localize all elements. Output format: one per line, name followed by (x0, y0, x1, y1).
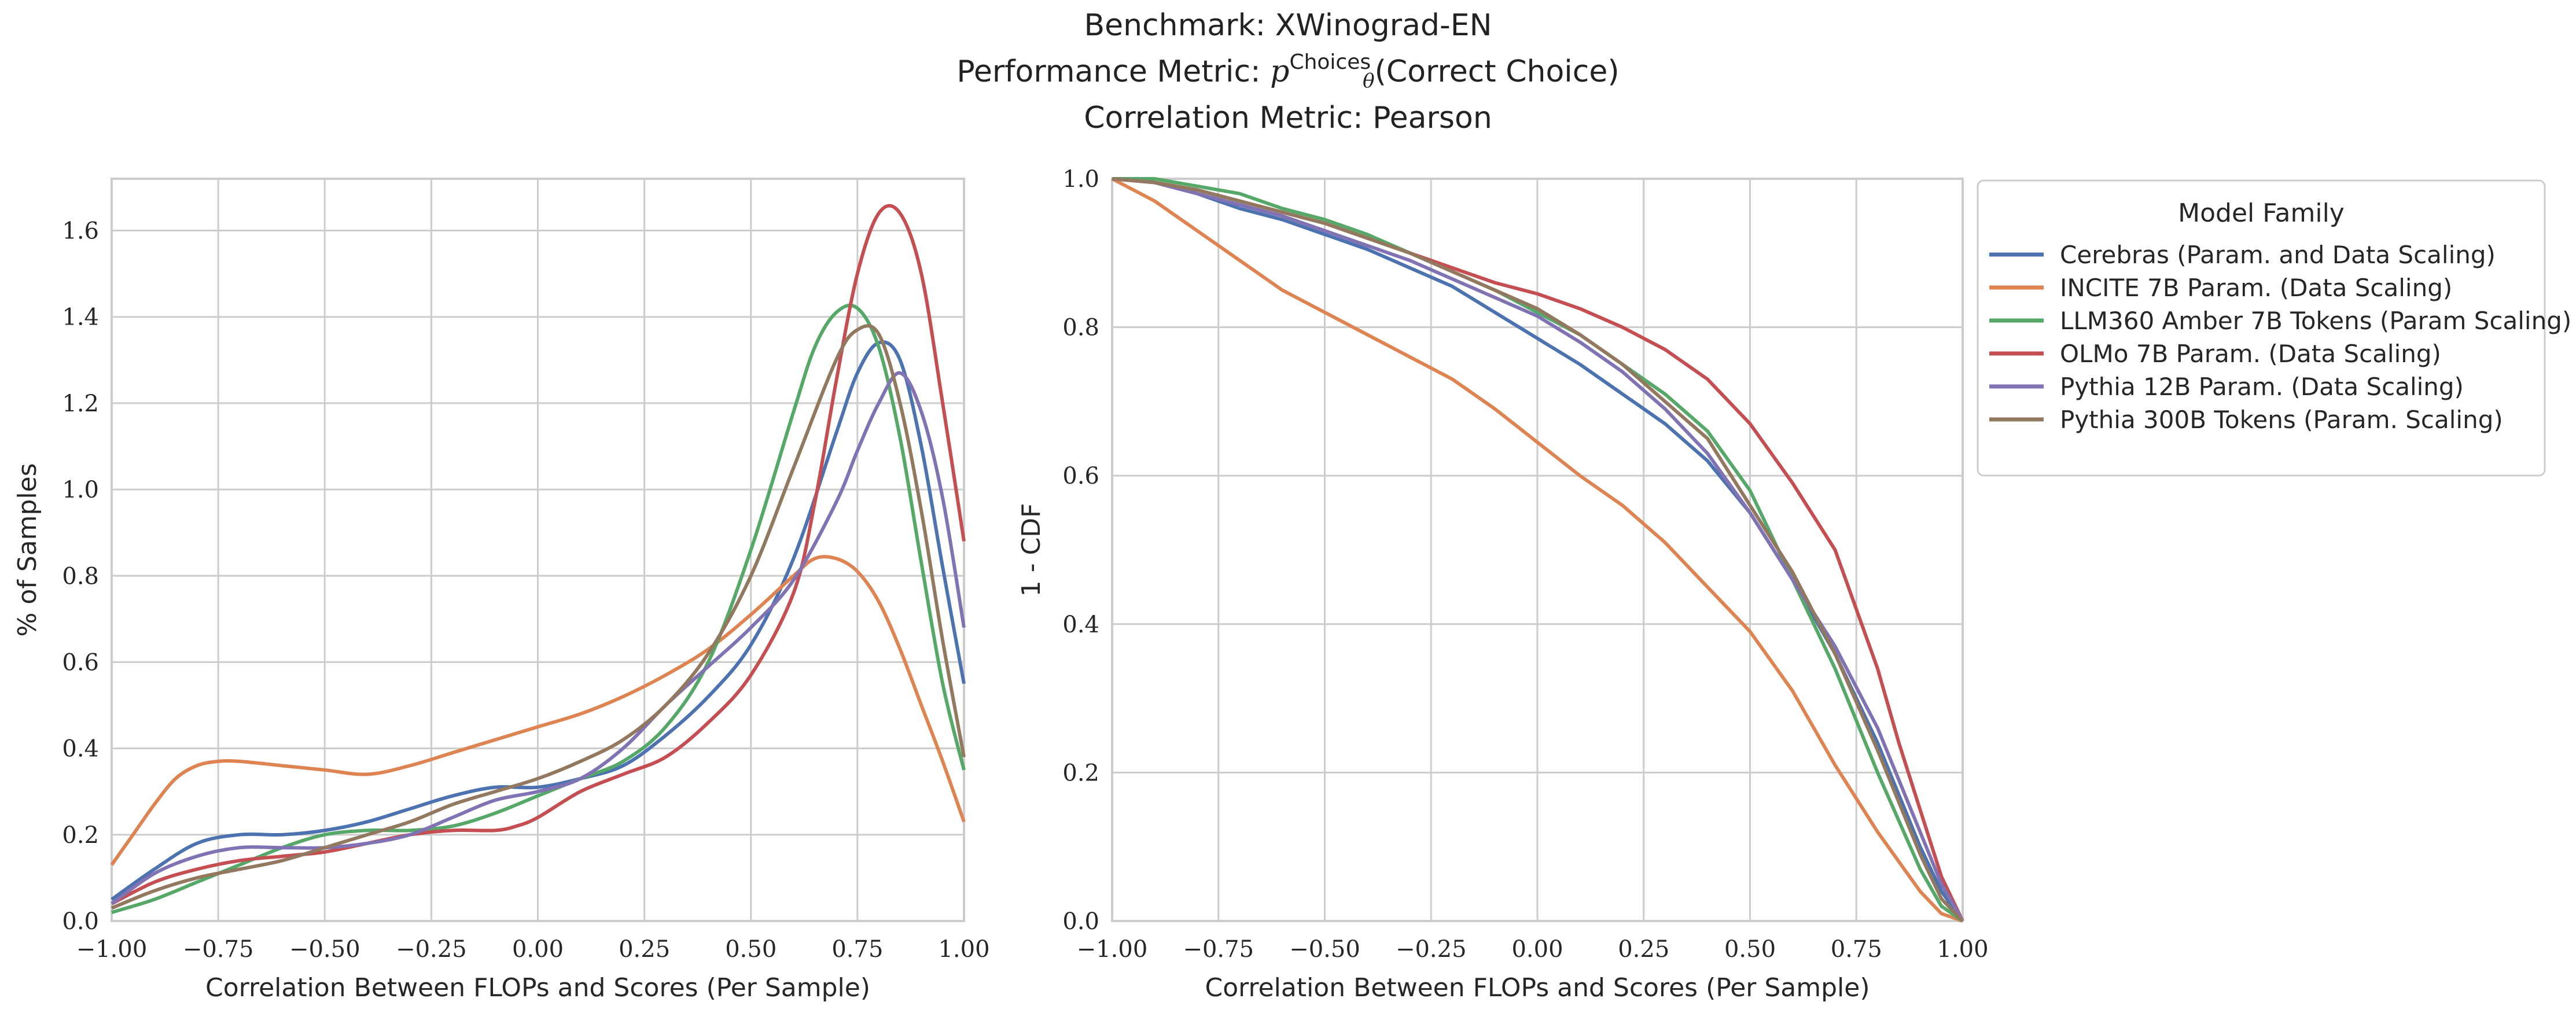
title-performance-metric: Performance Metric: pChoicesθ(Correct Ch… (0, 44, 2576, 100)
survival-x-tick-label: 0.00 (1511, 936, 1563, 963)
survival-y-tick-label: 0.6 (1062, 463, 1099, 489)
title-metric-suffix: (Correct Choice) (1374, 54, 1620, 89)
kde-x-tick-label: −0.50 (289, 936, 360, 963)
kde-series-line-incite (110, 555, 966, 866)
legend-entry-olmo: OLMo 7B Param. (Data Scaling) (2060, 340, 2441, 368)
title-metric-subscript: θ (1363, 69, 1375, 93)
survival-plot: −1.00 −0.75 −0.50 −0.25 0.00 0.25 0.50 0.75 1.00… (1017, 166, 1989, 1003)
kde-series-line-olmo (111, 204, 966, 905)
kde-y-axis-label: % of Samples (13, 463, 42, 636)
legend-entry-pythia12b: Pythia 12B Param. (Data Scaling) (2060, 373, 2464, 401)
survival-x-tick-label: −1.00 (1077, 936, 1148, 963)
legend-entry-llm360: LLM360 Amber 7B Tokens (Param Scaling) (2060, 307, 2571, 335)
survival-series-line-incite (1111, 177, 1963, 923)
legend-entry-cerebras: Cerebras (Param. and Data Scaling) (2060, 241, 2496, 269)
title-metric-superscript: Choices (1289, 50, 1371, 74)
kde-y-tick-label: 1.0 (62, 477, 99, 503)
legend: Model Family Cerebras (Param. and Data Sc… (1977, 179, 2571, 477)
kde-y-tick-label: 0.8 (62, 563, 99, 590)
kde-plot: −1.00 −0.75 −0.50 −0.25 0.00 0.25 0.50 0.75 1.00… (13, 178, 990, 1003)
kde-y-tick-label: 1.2 (62, 391, 99, 417)
kde-x-tick-label: −0.25 (396, 936, 467, 963)
survival-y-tick-label: 0.0 (1062, 908, 1099, 935)
kde-x-tick-label: 0.25 (619, 936, 670, 963)
kde-y-tick-label: 1.6 (62, 218, 99, 245)
kde-y-tick-label: 0.0 (62, 908, 99, 935)
survival-y-tick-label: 0.2 (1062, 760, 1099, 786)
kde-x-tick-label: 0.00 (512, 936, 564, 963)
survival-x-tick-label: −0.25 (1396, 936, 1467, 963)
title-correlation-metric: Correlation Metric: Pearson (1084, 101, 1492, 135)
kde-x-tick-label: −0.75 (183, 936, 254, 963)
kde-x-tick-label: −1.00 (76, 936, 148, 963)
legend-entry-pythia300b: Pythia 300B Tokens (Param. Scaling) (2060, 406, 2503, 434)
survival-axes-frame (1111, 178, 1964, 922)
survival-series-line-pythia300b (1112, 177, 1964, 923)
survival-x-tick-label: −0.50 (1289, 936, 1360, 963)
title-metric-p: p (1270, 54, 1290, 89)
survival-x-axis-label: Correlation Between FLOPs and Scores (Pe… (1205, 973, 1870, 1003)
survival-y-axis-label: 1 - CDF (1017, 503, 1046, 597)
survival-x-tick-label: 0.50 (1724, 936, 1776, 963)
kde-y-tick-label: 0.2 (62, 822, 99, 849)
title-metric-prefix: Performance Metric: (956, 54, 1271, 89)
kde-series-line-pythia300b (111, 324, 966, 910)
kde-y-tick-label: 0.6 (62, 649, 99, 676)
kde-series-line-pythia12b (111, 371, 966, 905)
kde-y-tick-label: 0.4 (62, 736, 99, 763)
legend-box (1977, 179, 2546, 477)
kde-x-tick-label: 0.75 (831, 936, 883, 963)
survival-x-tick-label: −0.75 (1183, 936, 1254, 963)
survival-y-tick-label: 1.0 (1062, 166, 1099, 193)
kde-x-axis-label: Correlation Between FLOPs and Scores (Pe… (205, 973, 870, 1003)
kde-x-tick-label: 1.00 (938, 936, 989, 963)
kde-series-line-llm360 (111, 303, 966, 914)
legend-entry-incite: INCITE 7B Param. (Data Scaling) (2060, 274, 2452, 302)
kde-axes-frame (111, 178, 965, 922)
survival-y-tick-label: 0.4 (1062, 612, 1099, 638)
kde-series-line-cerebras (111, 340, 966, 901)
legend-title: Model Family (2178, 198, 2345, 228)
survival-x-tick-label: 0.75 (1831, 936, 1882, 963)
survival-series-line-pythia12b (1112, 177, 1964, 922)
kde-y-tick-label: 1.4 (62, 304, 99, 331)
survival-x-tick-label: 0.25 (1618, 936, 1669, 963)
survival-y-tick-label: 0.8 (1062, 315, 1099, 341)
figure-title: Benchmark: XWinograd-EN Performance Metr… (0, 7, 2576, 137)
title-benchmark: Benchmark: XWinograd-EN (1084, 8, 1492, 43)
kde-x-tick-label: 0.50 (725, 936, 777, 963)
survival-x-tick-label: 1.00 (1937, 936, 1988, 963)
